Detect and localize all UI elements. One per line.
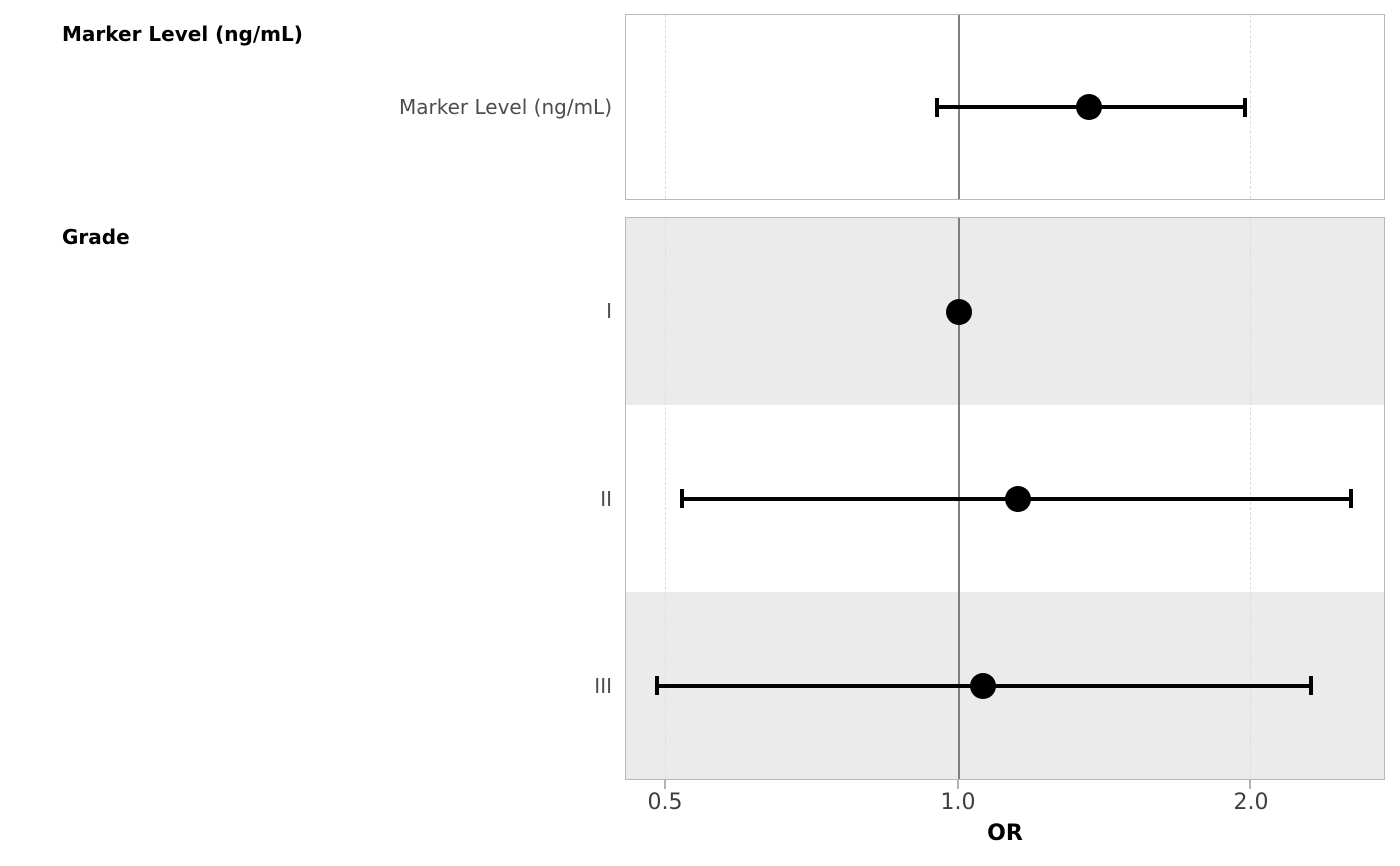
row-label-grade-3: III <box>594 674 612 698</box>
x-axis-tick-mark <box>1249 780 1252 789</box>
gridline-dashed <box>664 15 666 199</box>
group-header-grade: Grade <box>62 225 130 249</box>
point-estimate <box>1004 485 1031 512</box>
ci-cap-right <box>1243 97 1248 117</box>
x-axis-tick-label: 2.0 <box>1233 790 1269 815</box>
x-axis-tick-mark <box>956 780 959 789</box>
panel-grade <box>625 217 1385 780</box>
ci-cap-right <box>1308 676 1313 695</box>
x-axis-title: OR <box>987 821 1023 846</box>
group-header-marker-level: Marker Level (ng/mL) <box>62 22 303 46</box>
row-label-grade-2: II <box>600 487 612 511</box>
x-axis-tick-label: 1.0 <box>940 790 976 815</box>
ci-cap-left <box>655 676 660 695</box>
stripe-band <box>626 218 1384 405</box>
ci-cap-left <box>680 489 685 508</box>
gridline-dashed <box>1250 15 1252 199</box>
ci-cap-left <box>934 97 939 117</box>
x-axis-tick-mark <box>663 780 666 789</box>
panel-marker-level <box>625 14 1385 200</box>
gridline-dashed <box>664 218 666 779</box>
point-estimate <box>1075 94 1102 120</box>
row-label-marker-level: Marker Level (ng/mL) <box>399 95 612 119</box>
point-estimate <box>970 672 997 699</box>
ci-cap-right <box>1348 489 1353 508</box>
point-estimate <box>945 298 972 325</box>
x-axis-tick-label: 0.5 <box>647 790 683 815</box>
row-label-grade-1: I <box>606 299 612 323</box>
